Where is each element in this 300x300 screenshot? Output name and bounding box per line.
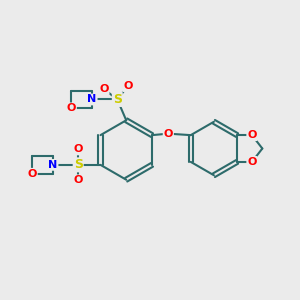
Text: O: O — [164, 129, 173, 139]
Text: O: O — [123, 81, 132, 91]
Text: O: O — [99, 84, 109, 94]
Text: O: O — [74, 144, 83, 154]
Text: S: S — [113, 93, 122, 106]
Text: O: O — [247, 157, 256, 167]
Text: N: N — [48, 160, 58, 170]
Text: O: O — [247, 130, 256, 140]
Text: N: N — [87, 94, 97, 104]
Text: O: O — [27, 169, 37, 179]
Text: S: S — [74, 158, 83, 171]
Text: O: O — [74, 175, 83, 185]
Text: O: O — [67, 103, 76, 113]
